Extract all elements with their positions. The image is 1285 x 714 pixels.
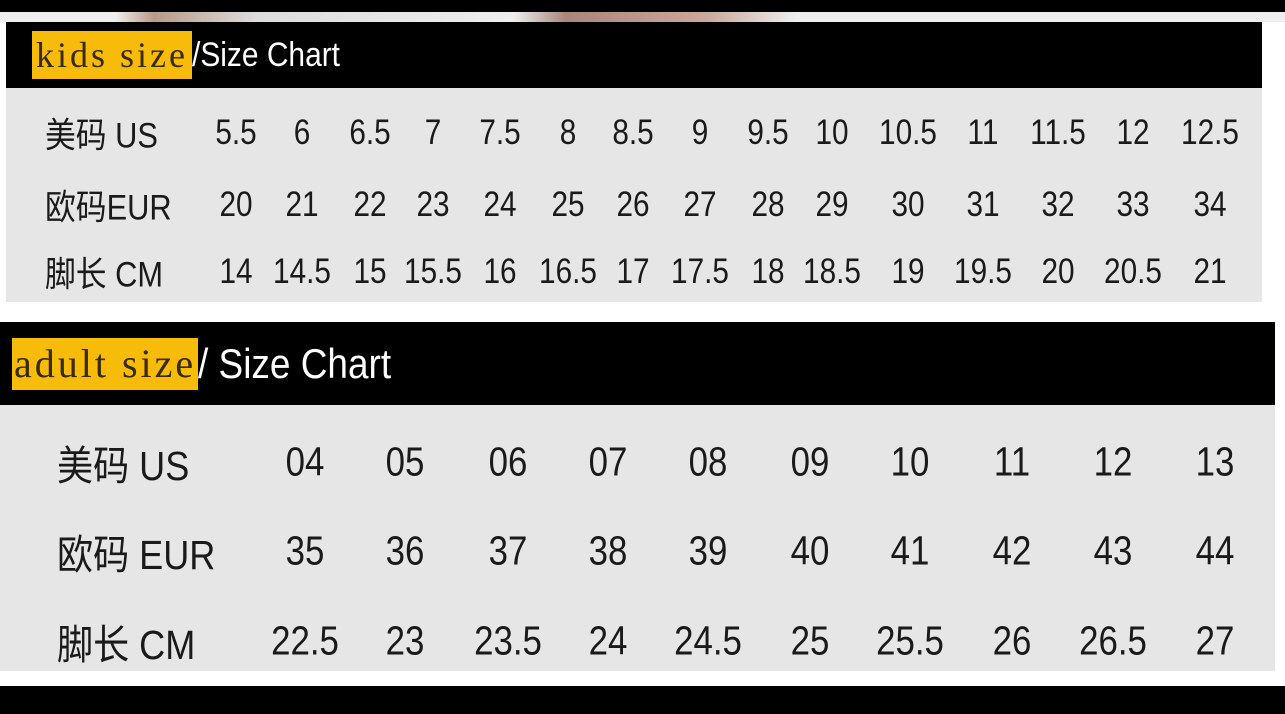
- size-cell: 23.5: [474, 617, 542, 664]
- size-cell: 12: [1116, 113, 1150, 152]
- kids-size-chart-title: /Size Chart: [191, 35, 340, 74]
- size-cell: 24: [588, 617, 628, 664]
- row-label: 欧码 EUR: [57, 532, 216, 578]
- size-cell: 20.5: [1104, 252, 1162, 291]
- size-cell: 15.5: [404, 252, 462, 291]
- size-cell: 8: [559, 113, 577, 152]
- size-cell: 27: [1195, 617, 1235, 664]
- size-cell: 7.5: [479, 113, 521, 152]
- size-cell: 04: [285, 438, 325, 485]
- size-cell: 32: [1041, 185, 1075, 224]
- bottom-bar: [0, 686, 1285, 714]
- size-cell: 22: [353, 185, 387, 224]
- size-cell: 07: [588, 438, 628, 485]
- adult-size-table: 美码 US 04 05 06 07 08 09 10 11 12 13 欧码 EUR 35 36 37 38 3…: [0, 405, 1275, 671]
- size-cell: 39: [688, 527, 728, 574]
- kids-size-table: 美码 US 5.5 6 6.5 7 7.5 8 8.5 9 9.5 10 10.5 11 11.5 12 12…: [6, 88, 1262, 302]
- size-cell: 13: [1195, 438, 1235, 485]
- size-cell: 11: [993, 438, 1031, 485]
- size-cell: 20: [219, 185, 253, 224]
- size-cell: 21: [1193, 252, 1227, 291]
- size-cell: 7: [424, 113, 442, 152]
- size-cell: 31: [966, 185, 1000, 224]
- row-label: 美码 US: [57, 443, 190, 489]
- size-cell: 16.5: [539, 252, 597, 291]
- size-cell: 8.5: [612, 113, 654, 152]
- size-cell: 11.5: [1030, 113, 1086, 152]
- size-cell: 26: [616, 185, 650, 224]
- size-cell: 34: [1193, 185, 1227, 224]
- size-cell: 21: [285, 185, 319, 224]
- size-cell: 24.5: [674, 617, 742, 664]
- size-cell: 19: [891, 252, 925, 291]
- size-cell: 23: [385, 617, 425, 664]
- size-cell: 40: [790, 527, 830, 574]
- size-cell: 16: [483, 252, 517, 291]
- size-cell: 29: [815, 185, 849, 224]
- kids-header: kids size /Size Chart: [6, 22, 1262, 88]
- size-cell: 30: [891, 185, 925, 224]
- size-cell: 35: [285, 527, 325, 574]
- product-photo-strip: [0, 12, 1285, 22]
- size-cell: 12: [1093, 438, 1133, 485]
- top-bar: [0, 0, 1285, 12]
- size-cell: 22.5: [271, 617, 339, 664]
- size-cell: 10: [815, 113, 849, 152]
- size-cell: 44: [1195, 527, 1235, 574]
- size-cell: 12.5: [1181, 113, 1239, 152]
- size-cell: 38: [588, 527, 628, 574]
- size-cell: 10: [890, 438, 930, 485]
- size-cell: 9: [691, 113, 709, 152]
- size-cell: 24: [483, 185, 517, 224]
- size-cell: 26.5: [1079, 617, 1147, 664]
- size-cell: 6: [293, 113, 311, 152]
- row-label: 欧码EUR: [45, 188, 172, 228]
- size-cell: 25.5: [876, 617, 944, 664]
- size-cell: 05: [385, 438, 425, 485]
- size-cell: 19.5: [954, 252, 1012, 291]
- size-cell: 20: [1041, 252, 1075, 291]
- size-cell: 14: [219, 252, 253, 291]
- size-cell: 28: [751, 185, 785, 224]
- size-cell: 17.5: [671, 252, 729, 291]
- size-cell: 17: [616, 252, 650, 291]
- size-cell: 11: [967, 113, 999, 152]
- size-cell: 37: [488, 527, 528, 574]
- size-cell: 6.5: [349, 113, 391, 152]
- adult-size-chart-title: / Size Chart: [198, 339, 392, 387]
- size-cell: 06: [488, 438, 528, 485]
- size-cell: 14.5: [273, 252, 331, 291]
- row-label: 美码 US: [45, 116, 158, 156]
- adult-size-tag: adult size: [12, 337, 199, 390]
- size-cell: 33: [1116, 185, 1150, 224]
- size-cell: 36: [385, 527, 425, 574]
- size-cell: 5.5: [215, 113, 257, 152]
- size-cell: 41: [890, 527, 930, 574]
- size-cell: 09: [790, 438, 830, 485]
- size-cell: 25: [551, 185, 585, 224]
- size-cell: 18.5: [803, 252, 861, 291]
- size-cell: 25: [790, 617, 830, 664]
- size-cell: 9.5: [747, 113, 789, 152]
- size-cell: 42: [992, 527, 1032, 574]
- adult-header: adult size / Size Chart: [0, 322, 1275, 405]
- size-cell: 08: [688, 438, 728, 485]
- size-cell: 26: [992, 617, 1032, 664]
- size-cell: 18: [751, 252, 785, 291]
- size-cell: 23: [416, 185, 450, 224]
- kids-size-tag: kids size: [32, 31, 192, 79]
- row-label: 脚长 CM: [45, 255, 164, 295]
- size-cell: 27: [683, 185, 717, 224]
- size-cell: 10.5: [879, 113, 937, 152]
- size-cell: 43: [1093, 527, 1133, 574]
- size-cell: 15: [353, 252, 387, 291]
- row-label: 脚长 CM: [57, 622, 196, 668]
